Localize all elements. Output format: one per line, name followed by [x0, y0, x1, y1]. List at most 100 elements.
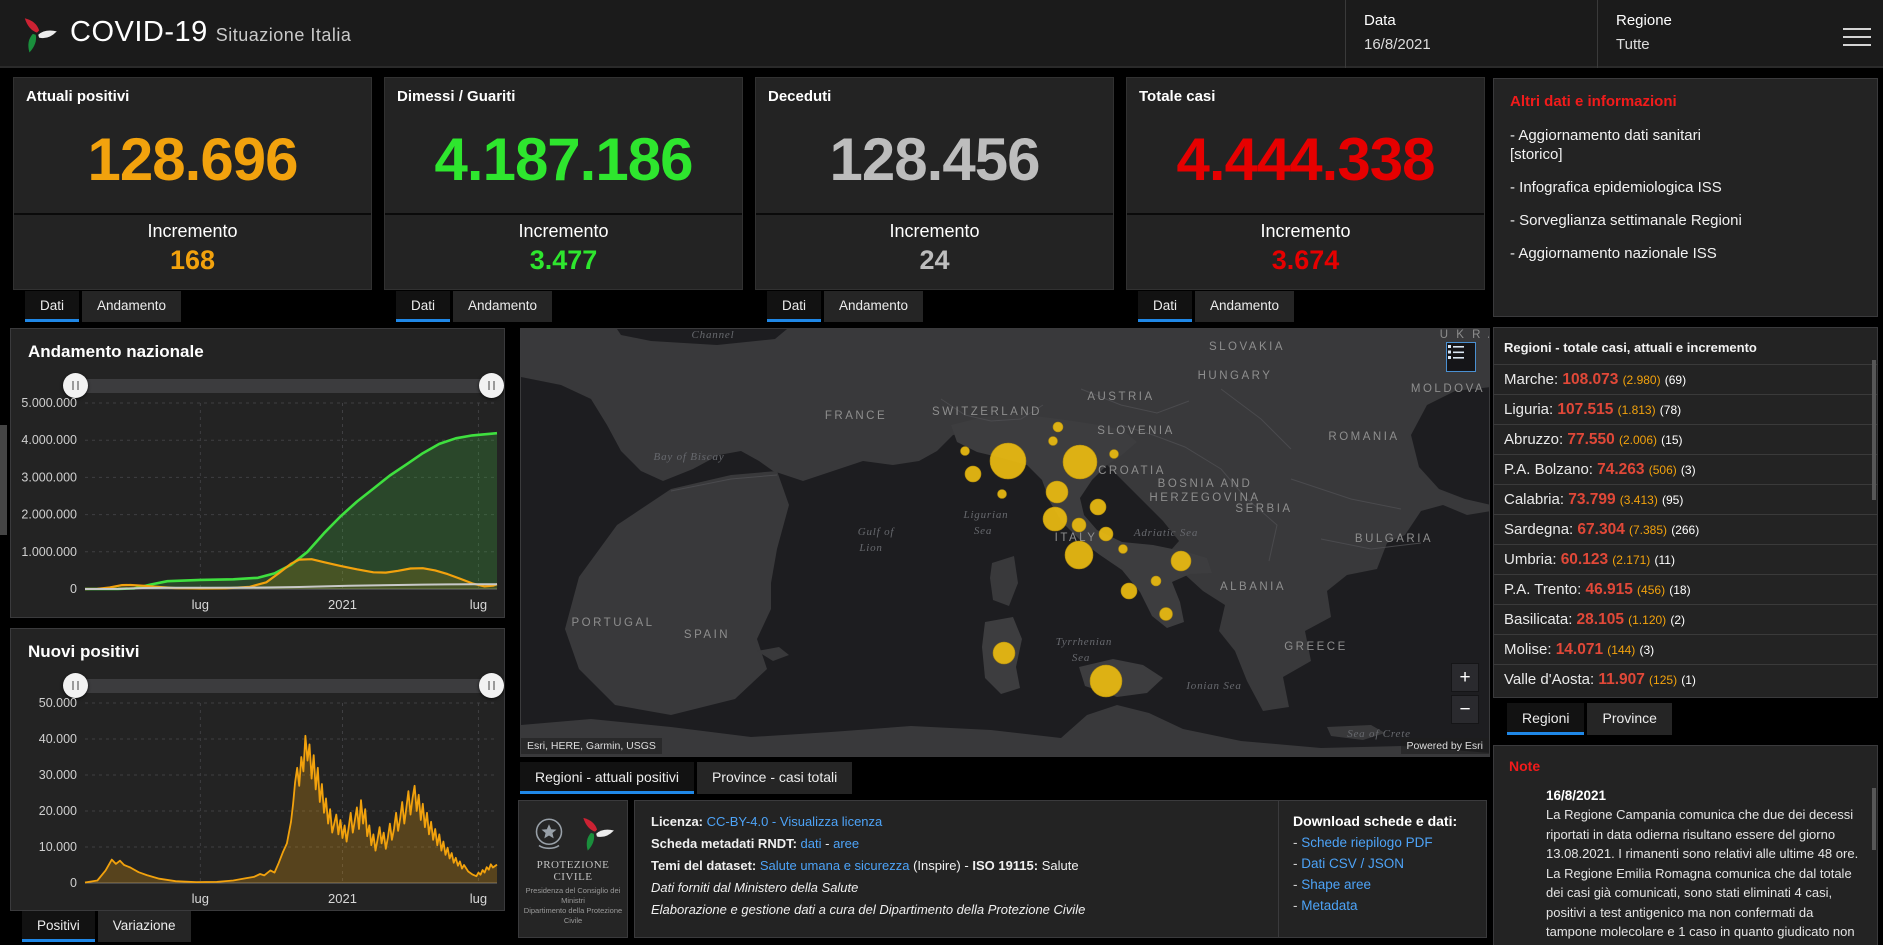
tab-dati[interactable]: Dati: [396, 291, 451, 322]
header-data-filter[interactable]: Data 16/8/2021: [1345, 0, 1597, 68]
map-zoom-in-button[interactable]: +: [1451, 663, 1479, 692]
map-region-bubble[interactable]: [1042, 506, 1068, 532]
region-row[interactable]: Basilicata: 28.105 (1.120) (2): [1494, 604, 1877, 634]
tab-andamento[interactable]: Andamento: [824, 291, 924, 322]
nuovi-positivi-chart[interactable]: 50.000 40.000 30.000 20.000 10.000 0 lug 2021 lu…: [11, 695, 504, 910]
region-row[interactable]: Liguria: 107.515 (1.813) (78): [1494, 394, 1877, 424]
tab-positivi[interactable]: Positivi: [22, 911, 95, 942]
time-range-slider[interactable]: [63, 673, 504, 698]
tab-andamento[interactable]: Andamento: [453, 291, 553, 322]
card-increment-section: Incremento 3.477: [385, 213, 742, 289]
altri-dati-link[interactable]: - Sorveglianza settimanale Regioni: [1510, 212, 1742, 229]
italy-map[interactable]: FRANCE SWITZERLAND AUSTRIA SLOVENIA CROATIA H…: [520, 328, 1490, 757]
region-row[interactable]: P.A. Trento: 46.915 (456) (18): [1494, 574, 1877, 604]
time-range-slider[interactable]: [63, 373, 504, 398]
map-country-label: HUNGARY: [1198, 370, 1273, 382]
download-link[interactable]: - Metadata: [1293, 898, 1358, 913]
elaborazione-line: Elaborazione e gestione dati a cura del …: [651, 902, 1086, 917]
x-axis-tick: 2021: [328, 891, 357, 906]
tab-dati[interactable]: Dati: [1138, 291, 1193, 322]
region-row[interactable]: Calabria: 73.799 (3.413) (95): [1494, 484, 1877, 514]
map-sea-label: Ionian Sea: [1185, 680, 1241, 692]
download-link[interactable]: - Schede riepilogo PDF: [1293, 835, 1433, 850]
map-region-bubble[interactable]: [1062, 444, 1098, 480]
map-zoom-out-button[interactable]: −: [1451, 695, 1479, 724]
note-scrollbar[interactable]: [1872, 788, 1876, 850]
region-row[interactable]: Molise: 14.071 (144) (3): [1494, 634, 1877, 664]
bottom-left-tabs: Positivi Variazione: [22, 911, 191, 942]
visualizza-licenza-link[interactable]: Visualizza licenza: [779, 814, 883, 829]
y-axis-tick: 2.000.000: [21, 508, 77, 522]
map-region-bubble[interactable]: [1071, 517, 1087, 533]
download-link[interactable]: - Dati CSV / JSON: [1293, 856, 1405, 871]
tab-dati[interactable]: Dati: [767, 291, 822, 322]
tab-province[interactable]: Province: [1587, 703, 1672, 735]
map-region-bubble[interactable]: [1150, 575, 1162, 587]
map-sea-label: Channel: [692, 329, 735, 341]
hamburger-menu-icon[interactable]: [1843, 22, 1871, 46]
increment-value: 3.477: [529, 245, 598, 275]
slider-handle-left[interactable]: [63, 673, 88, 698]
map-country-label: BOSNIA AND: [1158, 478, 1253, 490]
map-legend-button[interactable]: [1446, 342, 1476, 372]
download-link[interactable]: - Shape aree: [1293, 877, 1372, 892]
tab-regioni-attuali-positivi[interactable]: Regioni - attuali positivi: [520, 762, 694, 794]
slider-handle-right[interactable]: [479, 673, 504, 698]
map-canvas[interactable]: FRANCE SWITZERLAND AUSTRIA SLOVENIA CROATIA H…: [521, 329, 1490, 757]
altri-dati-link[interactable]: - Aggiornamento nazionale ISS: [1510, 245, 1717, 262]
map-region-bubble[interactable]: [992, 641, 1016, 665]
tab-province-casi-totali[interactable]: Province - casi totali: [696, 762, 853, 794]
map-region-bubble[interactable]: [1048, 436, 1058, 446]
map-sea-label: Bay of Biscay: [654, 451, 725, 463]
app-subtitle: Situazione Italia: [215, 25, 352, 45]
license-link[interactable]: CC-BY-4.0: [706, 814, 769, 829]
map-region-bubble[interactable]: [1052, 421, 1064, 433]
page-scrollbar[interactable]: [0, 425, 7, 535]
tab-regioni[interactable]: Regioni: [1507, 703, 1585, 735]
altri-dati-title: Altri dati e informazioni: [1510, 93, 1677, 110]
tab-andamento[interactable]: Andamento: [1195, 291, 1295, 322]
map-region-bubble[interactable]: [997, 489, 1007, 499]
card-increment-section: Incremento 24: [756, 213, 1113, 289]
map-country-label: SPAIN: [684, 629, 730, 641]
region-row[interactable]: Abruzzo: 77.550 (2.006) (15): [1494, 424, 1877, 454]
map-region-bubble[interactable]: [1120, 582, 1138, 600]
map-region-bubble[interactable]: [1064, 540, 1094, 570]
map-region-bubble[interactable]: [964, 465, 982, 483]
region-row[interactable]: Sardegna: 67.304 (7.385) (266): [1494, 514, 1877, 544]
slider-handle-right[interactable]: [479, 373, 504, 398]
region-row[interactable]: Marche: 108.073 (2.980) (69): [1494, 364, 1877, 394]
map-region-bubble[interactable]: [1170, 550, 1192, 572]
region-row[interactable]: P.A. Bolzano: 74.263 (506) (3): [1494, 454, 1877, 484]
x-axis-tick: lug: [192, 597, 209, 612]
aree-link[interactable]: aree: [833, 836, 860, 851]
tab-variazione[interactable]: Variazione: [97, 911, 191, 942]
altri-dati-link[interactable]: - Aggiornamento dati sanitari [storico]: [1510, 127, 1701, 163]
increment-label: Incremento: [889, 221, 980, 241]
map-region-bubble[interactable]: [1109, 449, 1119, 459]
map-region-bubble[interactable]: [989, 442, 1027, 480]
card3-tabs: Dati Andamento: [767, 291, 924, 322]
region-row[interactable]: Valle d'Aosta: 11.907 (125) (1): [1494, 664, 1877, 694]
map-region-bubble[interactable]: [1159, 607, 1173, 621]
map-region-bubble[interactable]: [1118, 544, 1128, 554]
map-region-bubble[interactable]: [1089, 664, 1123, 698]
andamento-nazionale-chart[interactable]: 5.000.000 4.000.000 3.000.000 2.000.000 1.00…: [11, 395, 504, 619]
slider-handle-left[interactable]: [63, 373, 88, 398]
map-region-bubble[interactable]: [960, 446, 970, 456]
regioni-scrollbar[interactable]: [1872, 360, 1876, 500]
region-row[interactable]: Umbria: 60.123 (2.171) (11): [1494, 544, 1877, 574]
map-region-bubble[interactable]: [1089, 498, 1107, 516]
salute-link[interactable]: Salute umana e sicurezza: [759, 858, 910, 873]
dati-link[interactable]: dati: [800, 836, 822, 851]
temi-line: Temi del dataset: Salute umana e sicurez…: [651, 858, 1079, 873]
header-regione-filter[interactable]: Regione Tutte: [1597, 0, 1832, 68]
map-region-bubble[interactable]: [1045, 480, 1069, 504]
map-region-bubble[interactable]: [1098, 526, 1114, 542]
altri-dati-link[interactable]: - Infografica epidemiologica ISS: [1510, 179, 1722, 196]
regione-value: Tutte: [1616, 36, 1650, 53]
card4-tabs: Dati Andamento: [1138, 291, 1295, 322]
tab-andamento[interactable]: Andamento: [82, 291, 182, 322]
tab-dati[interactable]: Dati: [25, 291, 80, 322]
